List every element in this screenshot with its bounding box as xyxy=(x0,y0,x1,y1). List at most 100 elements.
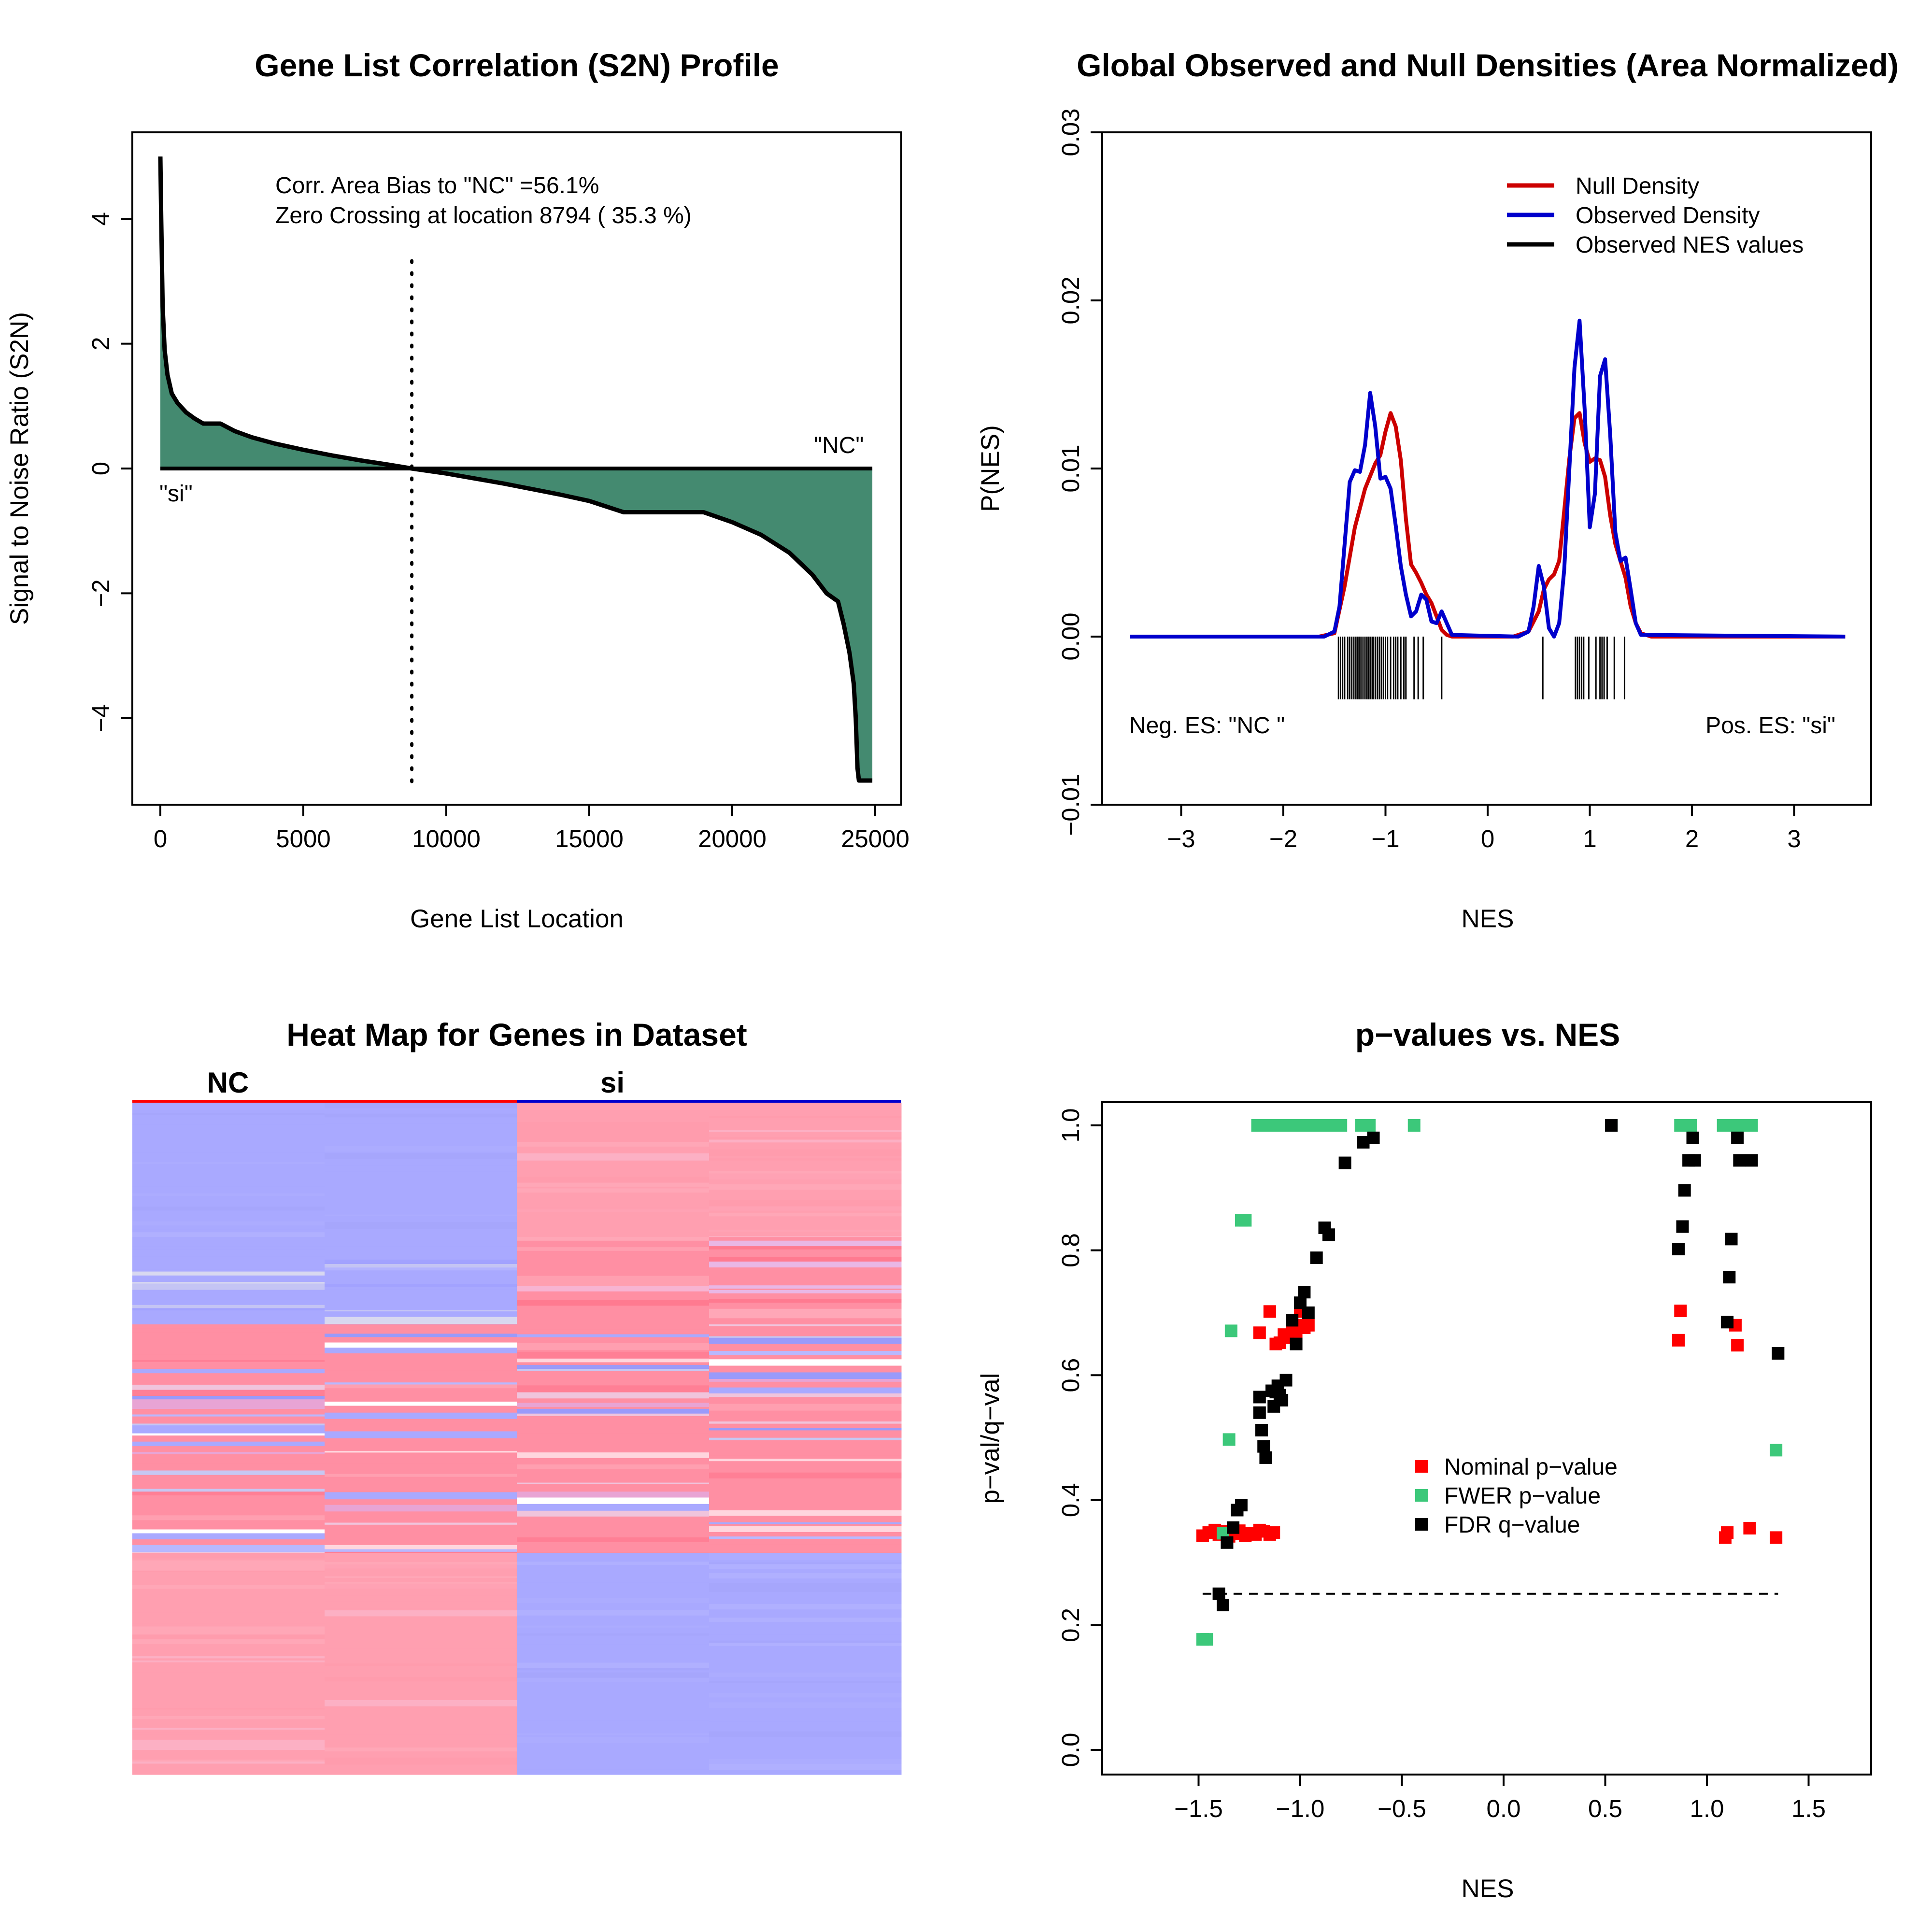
heatmap-cell xyxy=(709,1240,902,1247)
heatmap-cell xyxy=(132,1268,325,1270)
fdr-q-point xyxy=(1733,1154,1746,1167)
heatmap-cell xyxy=(132,1139,325,1142)
heatmap-cell xyxy=(132,1529,325,1534)
heatmap-cell xyxy=(325,1648,517,1655)
heatmap-cell xyxy=(325,1222,517,1229)
heatmap-cell xyxy=(517,1165,710,1172)
heatmap-cell xyxy=(132,1566,325,1571)
heatmap-cell xyxy=(517,1492,710,1498)
heatmap-cell xyxy=(325,1289,517,1294)
density-x-axis-label: NES xyxy=(1462,905,1514,933)
heatmap-cell xyxy=(709,1415,902,1422)
heatmap-cell xyxy=(325,1146,517,1152)
heatmap-cell xyxy=(709,1455,902,1459)
heatmap-cell xyxy=(709,1270,902,1276)
heatmap-cell xyxy=(517,1603,710,1610)
fdr-q-point xyxy=(1212,1587,1225,1600)
heatmap-cell xyxy=(517,1705,710,1710)
heatmap-cell xyxy=(709,1578,902,1584)
heatmap-cell xyxy=(325,1279,517,1284)
heatmap-cell xyxy=(132,1743,325,1750)
s2n-profile-title: Gene List Correlation (S2N) Profile xyxy=(255,47,779,83)
heatmap-cell xyxy=(132,1455,325,1461)
heatmap-cell xyxy=(517,1291,710,1298)
heatmap-cell xyxy=(325,1120,517,1124)
heatmap-class-nc: NC xyxy=(207,1066,249,1099)
heatmap-cell xyxy=(709,1697,902,1703)
heatmap-cell xyxy=(517,1534,710,1538)
heatmap-cell xyxy=(132,1275,325,1282)
heatmap-cell xyxy=(325,1270,517,1276)
heatmap-cell xyxy=(709,1683,902,1690)
heatmap-cell xyxy=(517,1250,710,1257)
heatmap-cell xyxy=(325,1419,517,1421)
heatmap-cell xyxy=(132,1373,325,1380)
heatmap-cell xyxy=(709,1442,902,1445)
heatmap-cell xyxy=(517,1317,710,1319)
heatmap-cell xyxy=(517,1108,710,1112)
heatmap-cell xyxy=(132,1152,325,1157)
heatmap-cell xyxy=(709,1597,902,1605)
heatmap-cell xyxy=(517,1257,710,1263)
heatmap-cell xyxy=(709,1719,902,1722)
heatmap-cell xyxy=(325,1463,517,1468)
heatmap-cell xyxy=(709,1657,902,1663)
fdr-q-point xyxy=(1276,1393,1289,1406)
heatmap-cell xyxy=(517,1369,710,1372)
heatmap-cell xyxy=(325,1135,517,1142)
fdr-q-point xyxy=(1676,1220,1689,1233)
heatmap-cell xyxy=(517,1247,710,1251)
heatmap-cell xyxy=(517,1745,710,1752)
heatmap-cell xyxy=(709,1646,902,1651)
heatmap-cell xyxy=(709,1532,902,1537)
heatmap-cell xyxy=(709,1275,902,1282)
heatmap-cell xyxy=(517,1752,710,1759)
s2n-x-axis-label: Gene List Location xyxy=(410,905,624,933)
heatmap-cell xyxy=(132,1446,325,1452)
heatmap-cell xyxy=(709,1510,902,1516)
heatmap-cell xyxy=(517,1619,710,1624)
heatmap-cell xyxy=(517,1160,710,1165)
fdr-q-point xyxy=(1322,1228,1335,1241)
heatmap-cell xyxy=(132,1433,325,1436)
heatmap-cell xyxy=(517,1510,710,1517)
heatmap-cell xyxy=(517,1135,710,1143)
heatmap-cell xyxy=(132,1623,325,1627)
fdr-q-point xyxy=(1367,1131,1380,1144)
heatmap-cell xyxy=(132,1109,325,1114)
heatmap-cell xyxy=(132,1179,325,1187)
heatmap-cell xyxy=(325,1427,517,1432)
pvalue-plot-frame xyxy=(1101,1101,1872,1776)
heatmap-cell xyxy=(132,1739,325,1743)
s2n-area-layer xyxy=(158,156,873,787)
heatmap-cell xyxy=(132,1235,325,1237)
heatmap-cell xyxy=(132,1193,325,1196)
heatmap-cell xyxy=(709,1160,902,1168)
heatmap-cell xyxy=(325,1660,517,1664)
heatmap-cell xyxy=(517,1362,710,1365)
heatmap-cell xyxy=(325,1524,517,1529)
heatmap-cell xyxy=(709,1548,902,1553)
heatmap-cell xyxy=(517,1565,710,1570)
heatmap-cell xyxy=(709,1134,902,1137)
heatmap-cell xyxy=(709,1303,902,1309)
heatmap-cell xyxy=(325,1128,517,1136)
heatmap-cell xyxy=(325,1485,517,1492)
heatmap-cell xyxy=(517,1425,710,1431)
heatmap-cell xyxy=(709,1359,902,1366)
s2n-x-tick-label: 10000 xyxy=(412,825,481,852)
heatmap-cell xyxy=(709,1423,902,1428)
heatmap-cell xyxy=(325,1696,517,1701)
fdr-q-point xyxy=(1605,1119,1618,1132)
heatmap-cell xyxy=(325,1171,517,1174)
heatmap-cell xyxy=(325,1214,517,1217)
heatmap-cell xyxy=(709,1461,902,1466)
heatmap-cell xyxy=(325,1477,517,1480)
heatmap-cell xyxy=(517,1758,710,1763)
heatmap-cell xyxy=(709,1583,902,1588)
density-legend: Null Density Observed Density Observed N… xyxy=(1507,173,1804,258)
heatmap-cell xyxy=(325,1553,517,1558)
heatmap-cell xyxy=(709,1379,902,1382)
heatmap-cell xyxy=(132,1369,325,1374)
